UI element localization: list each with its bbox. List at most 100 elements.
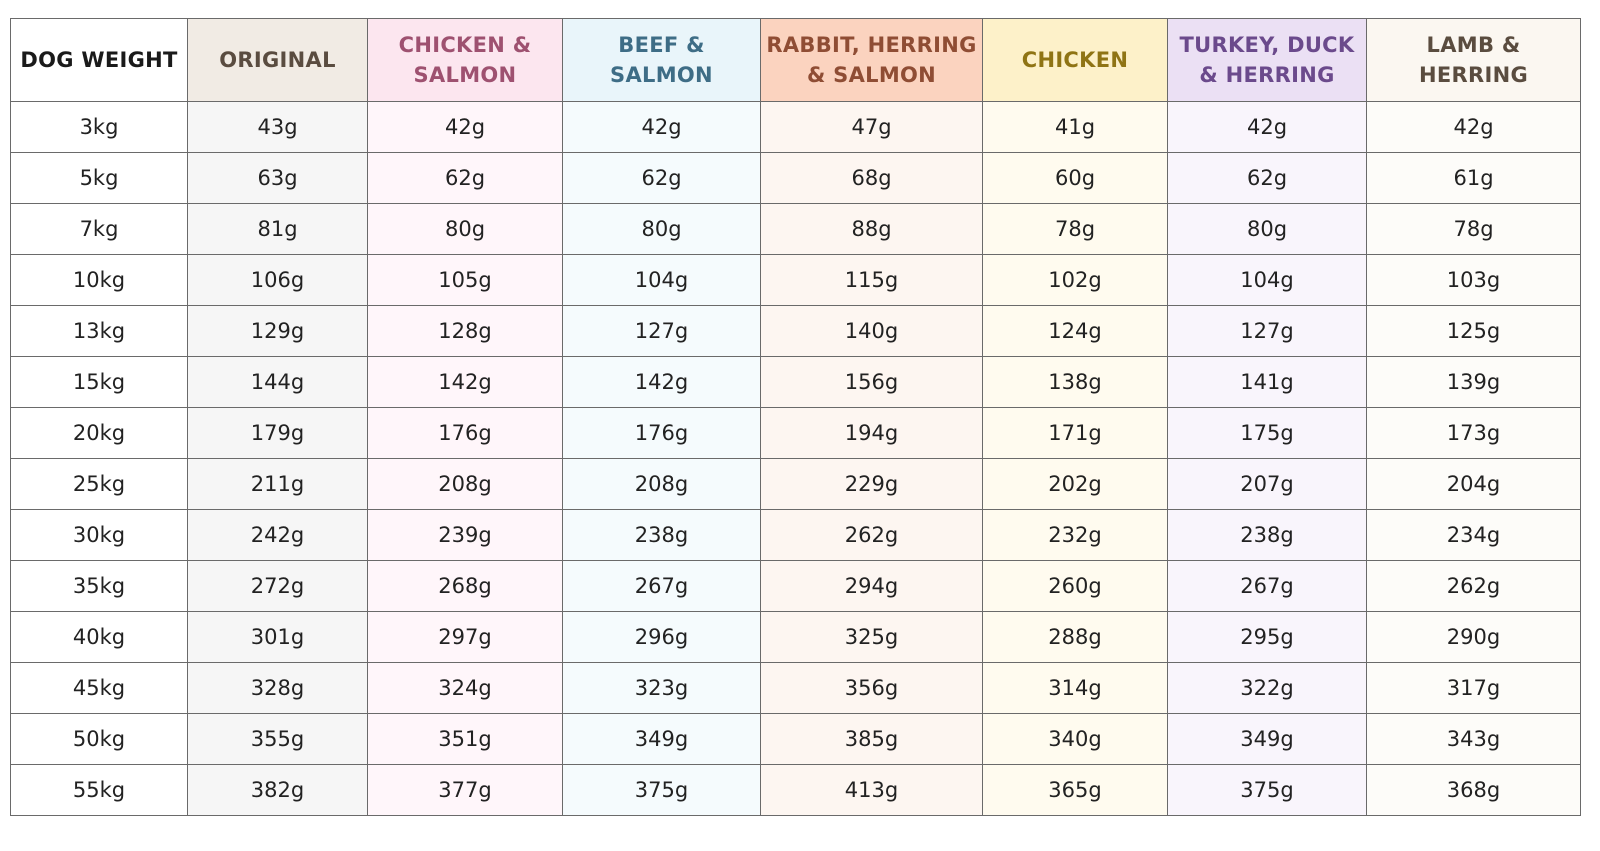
cell-chicken-salmon: 105g: [367, 254, 563, 306]
cell-chicken: 138g: [982, 356, 1168, 408]
cell-chicken-salmon: 297g: [367, 611, 563, 663]
cell-beef-salmon: 349g: [562, 713, 761, 765]
cell-original: 328g: [187, 662, 368, 714]
cell-turkey-duck-herring: 322g: [1167, 662, 1367, 714]
table-row: 13kg 129g 128g 127g 140g 124g 127g 125g: [10, 305, 1581, 357]
cell-rabbit-herring-salmon: 140g: [760, 305, 983, 357]
cell-beef-salmon: 323g: [562, 662, 761, 714]
cell-original: 43g: [187, 101, 368, 153]
cell-turkey-duck-herring: 104g: [1167, 254, 1367, 306]
cell-chicken-salmon: 128g: [367, 305, 563, 357]
cell-lamb-herring: 262g: [1366, 560, 1581, 612]
header-lamb-herring: LAMB & HERRING: [1366, 18, 1581, 102]
cell-lamb-herring: 317g: [1366, 662, 1581, 714]
cell-turkey-duck-herring: 80g: [1167, 203, 1367, 255]
table-row: 45kg 328g 324g 323g 356g 314g 322g 317g: [10, 662, 1581, 714]
cell-original: 81g: [187, 203, 368, 255]
cell-rabbit-herring-salmon: 194g: [760, 407, 983, 459]
cell-beef-salmon: 127g: [562, 305, 761, 357]
cell-chicken: 314g: [982, 662, 1168, 714]
cell-lamb-herring: 61g: [1366, 152, 1581, 204]
cell-chicken-salmon: 208g: [367, 458, 563, 510]
cell-chicken: 60g: [982, 152, 1168, 204]
cell-weight: 3kg: [10, 101, 188, 153]
cell-chicken-salmon: 239g: [367, 509, 563, 561]
cell-original: 301g: [187, 611, 368, 663]
cell-chicken-salmon: 351g: [367, 713, 563, 765]
cell-lamb-herring: 204g: [1366, 458, 1581, 510]
cell-weight: 30kg: [10, 509, 188, 561]
cell-rabbit-herring-salmon: 385g: [760, 713, 983, 765]
cell-turkey-duck-herring: 141g: [1167, 356, 1367, 408]
cell-chicken-salmon: 42g: [367, 101, 563, 153]
table-row: 7kg 81g 80g 80g 88g 78g 80g 78g: [10, 203, 1581, 255]
cell-chicken: 78g: [982, 203, 1168, 255]
cell-lamb-herring: 343g: [1366, 713, 1581, 765]
table-row: 50kg 355g 351g 349g 385g 340g 349g 343g: [10, 713, 1581, 765]
cell-chicken: 202g: [982, 458, 1168, 510]
cell-original: 355g: [187, 713, 368, 765]
cell-chicken: 124g: [982, 305, 1168, 357]
cell-beef-salmon: 267g: [562, 560, 761, 612]
feeding-table: DOG WEIGHT ORIGINAL CHICKEN & SALMON BEE…: [10, 18, 1581, 816]
cell-original: 272g: [187, 560, 368, 612]
table-row: 20kg 179g 176g 176g 194g 171g 175g 173g: [10, 407, 1581, 459]
cell-beef-salmon: 80g: [562, 203, 761, 255]
table-row: 35kg 272g 268g 267g 294g 260g 267g 262g: [10, 560, 1581, 612]
header-dog-weight: DOG WEIGHT: [10, 18, 188, 102]
cell-turkey-duck-herring: 238g: [1167, 509, 1367, 561]
cell-beef-salmon: 104g: [562, 254, 761, 306]
cell-weight: 10kg: [10, 254, 188, 306]
cell-chicken: 102g: [982, 254, 1168, 306]
cell-turkey-duck-herring: 127g: [1167, 305, 1367, 357]
cell-weight: 20kg: [10, 407, 188, 459]
table-row: 55kg 382g 377g 375g 413g 365g 375g 368g: [10, 764, 1581, 816]
cell-weight: 50kg: [10, 713, 188, 765]
cell-chicken: 288g: [982, 611, 1168, 663]
cell-chicken-salmon: 80g: [367, 203, 563, 255]
cell-rabbit-herring-salmon: 325g: [760, 611, 983, 663]
cell-turkey-duck-herring: 62g: [1167, 152, 1367, 204]
cell-beef-salmon: 62g: [562, 152, 761, 204]
cell-chicken: 232g: [982, 509, 1168, 561]
header-row: DOG WEIGHT ORIGINAL CHICKEN & SALMON BEE…: [10, 18, 1581, 102]
cell-chicken: 171g: [982, 407, 1168, 459]
cell-lamb-herring: 103g: [1366, 254, 1581, 306]
cell-lamb-herring: 234g: [1366, 509, 1581, 561]
cell-rabbit-herring-salmon: 262g: [760, 509, 983, 561]
cell-lamb-herring: 290g: [1366, 611, 1581, 663]
cell-lamb-herring: 78g: [1366, 203, 1581, 255]
cell-original: 242g: [187, 509, 368, 561]
cell-lamb-herring: 42g: [1366, 101, 1581, 153]
cell-beef-salmon: 142g: [562, 356, 761, 408]
cell-original: 179g: [187, 407, 368, 459]
cell-turkey-duck-herring: 375g: [1167, 764, 1367, 816]
cell-turkey-duck-herring: 175g: [1167, 407, 1367, 459]
cell-turkey-duck-herring: 267g: [1167, 560, 1367, 612]
table-body: 3kg 43g 42g 42g 47g 41g 42g 42g 5kg 63g 62g 62g 68g 6…: [10, 101, 1581, 816]
header-chicken-salmon: CHICKEN & SALMON: [367, 18, 563, 102]
cell-beef-salmon: 375g: [562, 764, 761, 816]
cell-lamb-herring: 173g: [1366, 407, 1581, 459]
header-chicken: CHICKEN: [982, 18, 1168, 102]
cell-weight: 15kg: [10, 356, 188, 408]
cell-beef-salmon: 176g: [562, 407, 761, 459]
cell-chicken-salmon: 324g: [367, 662, 563, 714]
cell-rabbit-herring-salmon: 294g: [760, 560, 983, 612]
cell-original: 211g: [187, 458, 368, 510]
cell-lamb-herring: 139g: [1366, 356, 1581, 408]
cell-original: 129g: [187, 305, 368, 357]
cell-original: 63g: [187, 152, 368, 204]
cell-lamb-herring: 368g: [1366, 764, 1581, 816]
cell-weight: 45kg: [10, 662, 188, 714]
cell-original: 144g: [187, 356, 368, 408]
cell-weight: 25kg: [10, 458, 188, 510]
cell-rabbit-herring-salmon: 229g: [760, 458, 983, 510]
cell-weight: 55kg: [10, 764, 188, 816]
header-original: ORIGINAL: [187, 18, 368, 102]
cell-weight: 40kg: [10, 611, 188, 663]
table-row: 30kg 242g 239g 238g 262g 232g 238g 234g: [10, 509, 1581, 561]
cell-weight: 5kg: [10, 152, 188, 204]
cell-rabbit-herring-salmon: 413g: [760, 764, 983, 816]
cell-beef-salmon: 296g: [562, 611, 761, 663]
